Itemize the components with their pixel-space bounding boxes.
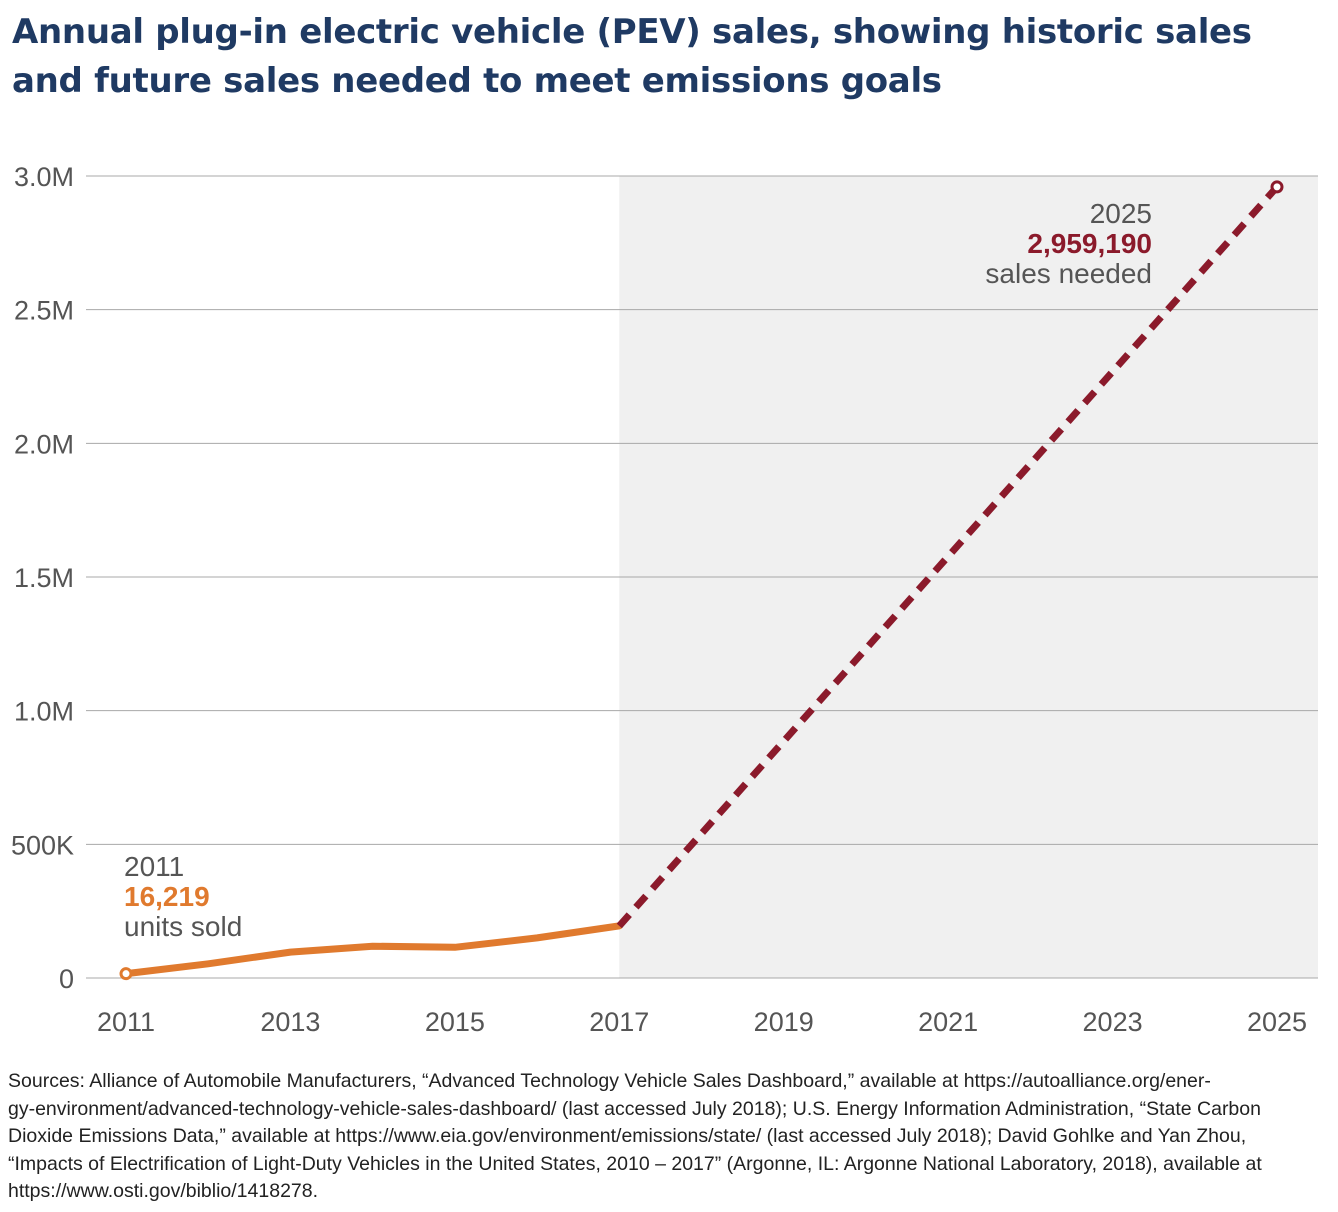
sources-line-1: Sources: Alliance of Automobile Manufact… [8, 1070, 1211, 1092]
x-tick-label-0: 2011 [97, 1007, 155, 1037]
x-tick-label-3: 2017 [589, 1007, 649, 1037]
projected-sales-line [616, 184, 1280, 929]
sources-line-4: “Impacts of Electrification of Light-Dut… [8, 1152, 1262, 1175]
chart-title-line-1: Annual plug-in electric vehicle (PEV) sa… [12, 12, 1252, 52]
x-tick-label-4: 2019 [754, 1007, 814, 1037]
sources-line-5: https://www.osti.gov/biblio/1418278. [8, 1180, 319, 1202]
marker-2011 [119, 967, 133, 981]
annotation-2025-value: 2,959,190 [1027, 228, 1152, 259]
annotation-2011-year: 2011 [124, 851, 184, 882]
annotation-2011-value: 16,219 [124, 881, 210, 912]
y-tick-label-5: 2.5M [14, 296, 74, 326]
y-tick-label-2: 1.0M [14, 697, 74, 727]
grid-lines [86, 175, 1318, 979]
annotation-2011-note: units sold [124, 911, 242, 942]
x-tick-label-7: 2025 [1247, 1007, 1307, 1037]
y-tick-label-3: 1.5M [14, 563, 74, 593]
x-tick-label-2: 2015 [425, 1007, 485, 1037]
chart-title-line-2: and future sales needed to meet emission… [12, 61, 942, 101]
sources-line-2: gy-environment/advanced-technology-vehic… [8, 1097, 1261, 1120]
chart-title: Annual plug-in electric vehicle (PEV) sa… [12, 8, 1312, 106]
historic-sales-line [122, 922, 623, 978]
series-lines [122, 184, 1280, 978]
sources-note: Sources: Alliance of Automobile Manufact… [8, 1068, 1330, 1206]
x-tick-label-5: 2021 [918, 1007, 978, 1037]
annotation-2025-note: sales needed [985, 258, 1152, 289]
x-tick-label-1: 2013 [260, 1007, 320, 1037]
y-tick-label-4: 2.0M [14, 429, 74, 459]
annotation-2025-year: 2025 [1090, 198, 1152, 229]
sources-line-3: Dioxide Emissions Data,” available at ht… [8, 1125, 1247, 1147]
y-axis-tick-labels: 0 500K 1.0M 1.5M 2.0M 2.5M 3.0M [11, 162, 74, 994]
y-tick-label-0: 0 [59, 964, 74, 994]
series-end-markers [119, 180, 1284, 981]
x-axis-tick-labels: 2011 2013 2015 2017 2019 2021 2023 2025 [97, 1007, 1307, 1037]
x-tick-label-6: 2023 [1083, 1007, 1143, 1037]
marker-2025 [1270, 180, 1284, 194]
y-tick-label-6: 3.0M [14, 162, 74, 192]
y-tick-label-1: 500K [11, 830, 74, 860]
